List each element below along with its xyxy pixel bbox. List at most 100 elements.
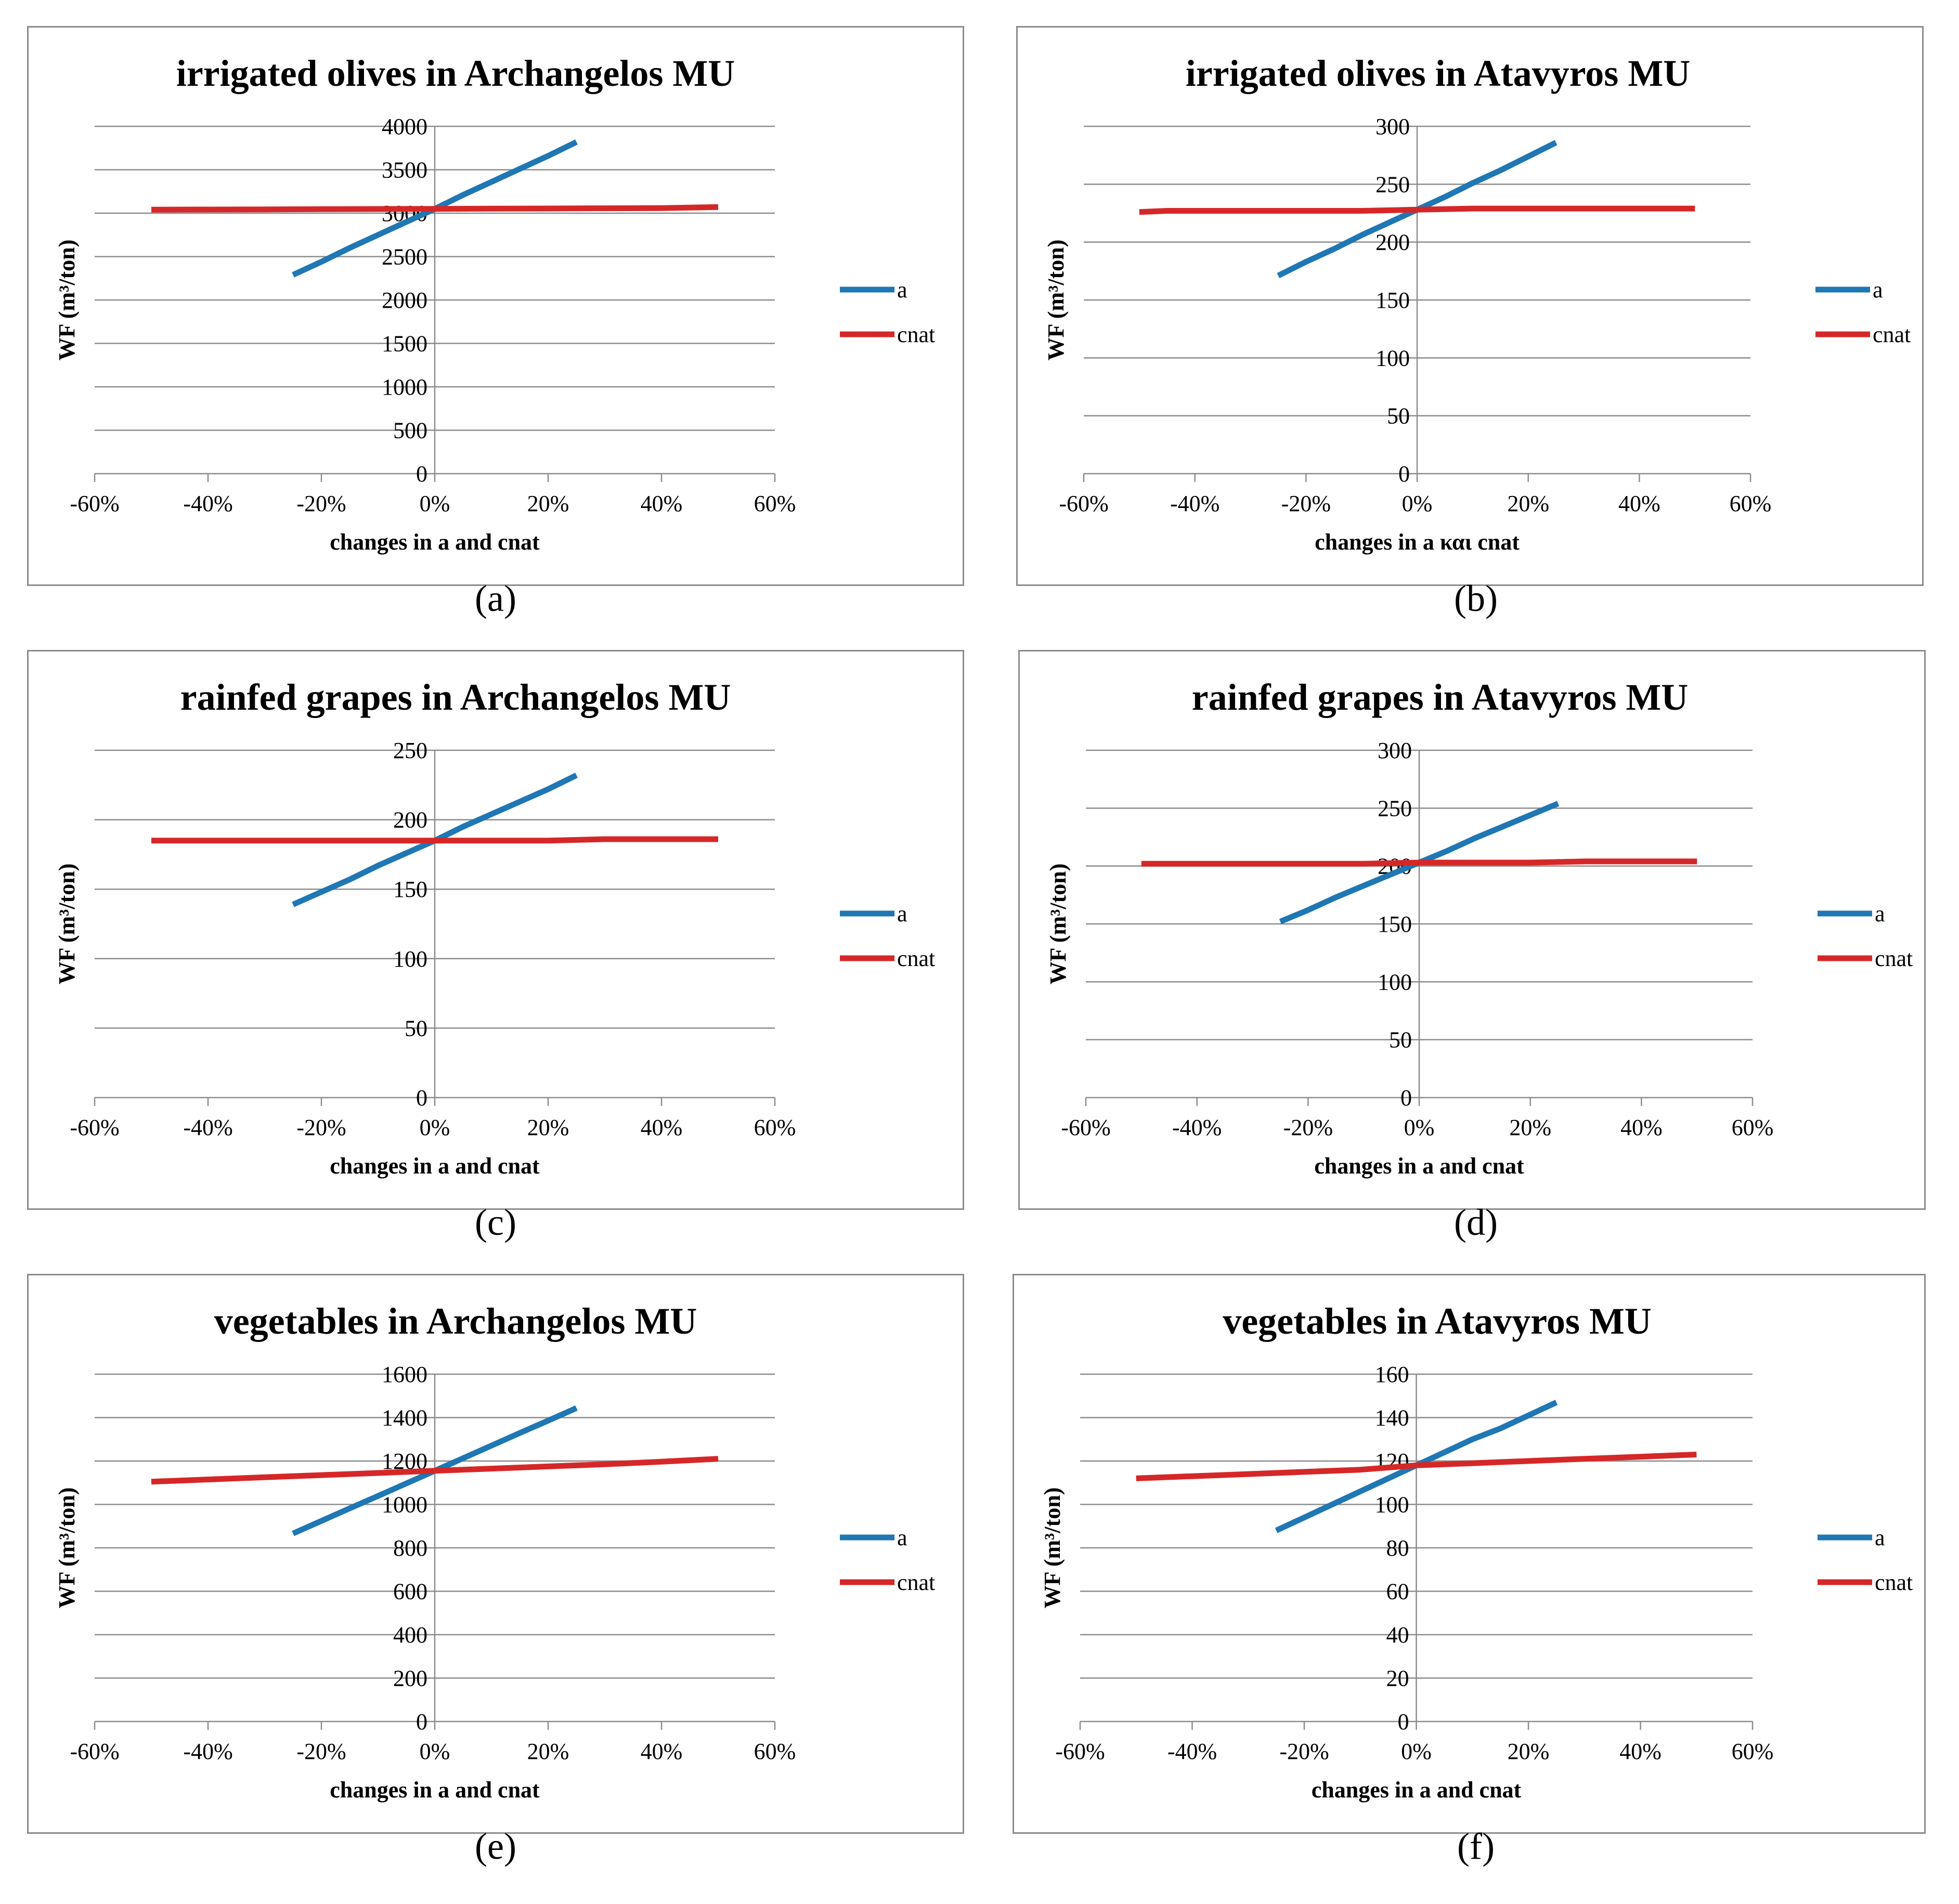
x-tick-label: 60% [1732, 1739, 1774, 1764]
legend-label-cnat: cnat [897, 322, 935, 347]
y-tick-label: 0 [1398, 461, 1410, 487]
x-tick-label: -60% [1055, 1739, 1105, 1764]
series-line-cnat [151, 836, 718, 844]
y-tick-label: 50 [1389, 1027, 1412, 1053]
chart-panel-1: irrigated olives in Atavyros MU 0 50 100 150… [1016, 26, 1924, 586]
y-tick-label: 140 [1375, 1405, 1409, 1431]
x-tick-label: -40% [1170, 491, 1219, 516]
x-axis-label: changes in a and cnat [330, 1153, 540, 1179]
x-tick-label: 60% [754, 491, 796, 516]
x-tick-label: 0% [1401, 1739, 1432, 1764]
y-tick-label: 200 [393, 1666, 427, 1691]
panel-caption: (b) [1454, 578, 1498, 619]
x-tick-label: -40% [183, 491, 232, 516]
x-axis-label: changes in a and cnat [1312, 1777, 1522, 1803]
x-tick-label: 20% [1507, 491, 1549, 516]
x-tick-label: -40% [183, 1739, 232, 1764]
y-tick-label: 0 [416, 1709, 427, 1735]
y-tick-label: 2000 [382, 288, 427, 313]
y-tick-label: 200 [1376, 230, 1410, 255]
y-axis-label: WF (m³/ton) [1045, 864, 1071, 985]
chart-title: vegetables in Archangelos MU [214, 1300, 697, 1342]
y-tick-label: 50 [405, 1015, 427, 1041]
x-tick-label: -20% [296, 1739, 346, 1764]
legend-label-cnat: cnat [1875, 1570, 1913, 1595]
x-tick-label: 40% [641, 491, 683, 516]
y-tick-label: 1500 [382, 331, 427, 357]
chart-title: irrigated olives in Atavyros MU [1186, 53, 1691, 94]
y-tick-label: 300 [1378, 738, 1412, 763]
x-tick-label: 40% [1619, 1739, 1662, 1764]
panel-caption: (f) [1457, 1825, 1495, 1867]
x-tick-label: -60% [70, 1739, 119, 1764]
panel-caption: (d) [1454, 1202, 1498, 1243]
chart-title: rainfed grapes in Archangelos MU [180, 676, 731, 718]
chart-panel-5: vegetables in Atavyros MU 0 20 40 60 80 100 120… [1013, 1274, 1926, 1834]
panel-caption: (c) [475, 1202, 516, 1243]
y-tick-label: 1000 [382, 374, 427, 400]
panel-caption: (a) [475, 578, 516, 619]
legend-label-a: a [897, 901, 907, 927]
chart-svg: vegetables in Atavyros MU020406080100120… [1040, 1300, 1913, 1803]
y-tick-label: 80 [1386, 1535, 1409, 1561]
y-tick-label: 50 [1387, 403, 1410, 429]
x-tick-label: 40% [1618, 491, 1660, 516]
y-tick-label: 300 [1376, 114, 1410, 139]
y-axis-label: WF (m³/ton) [54, 240, 80, 361]
series-line-cnat [1141, 858, 1697, 867]
x-tick-label: 40% [641, 1115, 683, 1140]
x-tick-label: 20% [527, 1115, 569, 1140]
y-tick-label: 20 [1386, 1666, 1409, 1691]
y-axis-label: WF (m³/ton) [54, 864, 80, 985]
y-tick-label: 1000 [382, 1492, 427, 1518]
x-tick-label: 60% [754, 1115, 796, 1140]
y-tick-label: 100 [1378, 969, 1412, 995]
y-tick-label: 0 [1398, 1709, 1409, 1735]
series-line-cnat [151, 204, 719, 213]
series-line-cnat [1139, 205, 1695, 215]
chart-svg: rainfed grapes in Archangelos MU 0 50 100 15… [54, 676, 935, 1179]
x-tick-label: -20% [1281, 491, 1331, 516]
y-axis-label: WF (m³/ton) [1040, 1488, 1065, 1609]
x-tick-label: 20% [527, 491, 569, 516]
y-tick-label: 0 [1400, 1085, 1412, 1111]
y-tick-label: 100 [1376, 345, 1410, 371]
y-tick-label: 100 [1375, 1492, 1409, 1518]
x-axis-label: changes in a and cnat [330, 529, 540, 555]
y-axis-label: WF (m³/ton) [54, 1488, 80, 1609]
y-tick-label: 150 [393, 877, 427, 902]
x-tick-label: -20% [1279, 1739, 1329, 1764]
chart-svg: irrigated olives in Archangelos MU 0 500 10… [54, 53, 935, 555]
y-tick-label: 150 [1378, 911, 1412, 937]
x-tick-label: 60% [1730, 491, 1772, 516]
x-tick-label: -40% [1167, 1739, 1217, 1764]
y-tick-label: 250 [393, 738, 427, 763]
x-tick-label: 20% [1508, 1739, 1550, 1764]
y-tick-label: 600 [393, 1579, 427, 1605]
series-line-cnat [1136, 1452, 1697, 1481]
y-tick-label: 250 [1378, 795, 1412, 821]
x-tick-label: -20% [1283, 1115, 1333, 1140]
chart-title: rainfed grapes in Atavyros MU [1192, 676, 1689, 718]
x-tick-label: -40% [1172, 1115, 1222, 1140]
y-tick-label: 60 [1386, 1579, 1409, 1605]
y-tick-label: 100 [393, 946, 427, 972]
chart-panel-4: vegetables in Archangelos MU 0 200 400 600 80… [27, 1274, 964, 1834]
x-tick-label: 20% [527, 1739, 569, 1764]
series-line-cnat [151, 1456, 719, 1485]
y-tick-label: 160 [1375, 1362, 1409, 1387]
x-tick-label: -60% [1061, 1115, 1110, 1140]
chart-svg: rainfed grapes in Atavyros MU 0 50 100 150 20… [1045, 676, 1913, 1179]
x-tick-label: 0% [420, 491, 450, 516]
x-tick-label: -60% [70, 1115, 119, 1140]
y-tick-label: 200 [393, 807, 427, 833]
y-tick-label: 40 [1386, 1622, 1409, 1648]
chart-panel-0: irrigated olives in Archangelos MU 0 500 10… [27, 26, 964, 586]
x-tick-label: 0% [420, 1739, 450, 1764]
x-tick-label: 60% [1732, 1115, 1774, 1140]
legend-label-a: a [1873, 277, 1883, 303]
chart-title: vegetables in Atavyros MU [1223, 1300, 1652, 1342]
x-tick-label: 60% [754, 1739, 796, 1764]
x-tick-label: -60% [1059, 491, 1108, 516]
x-tick-label: 0% [1404, 1115, 1435, 1140]
